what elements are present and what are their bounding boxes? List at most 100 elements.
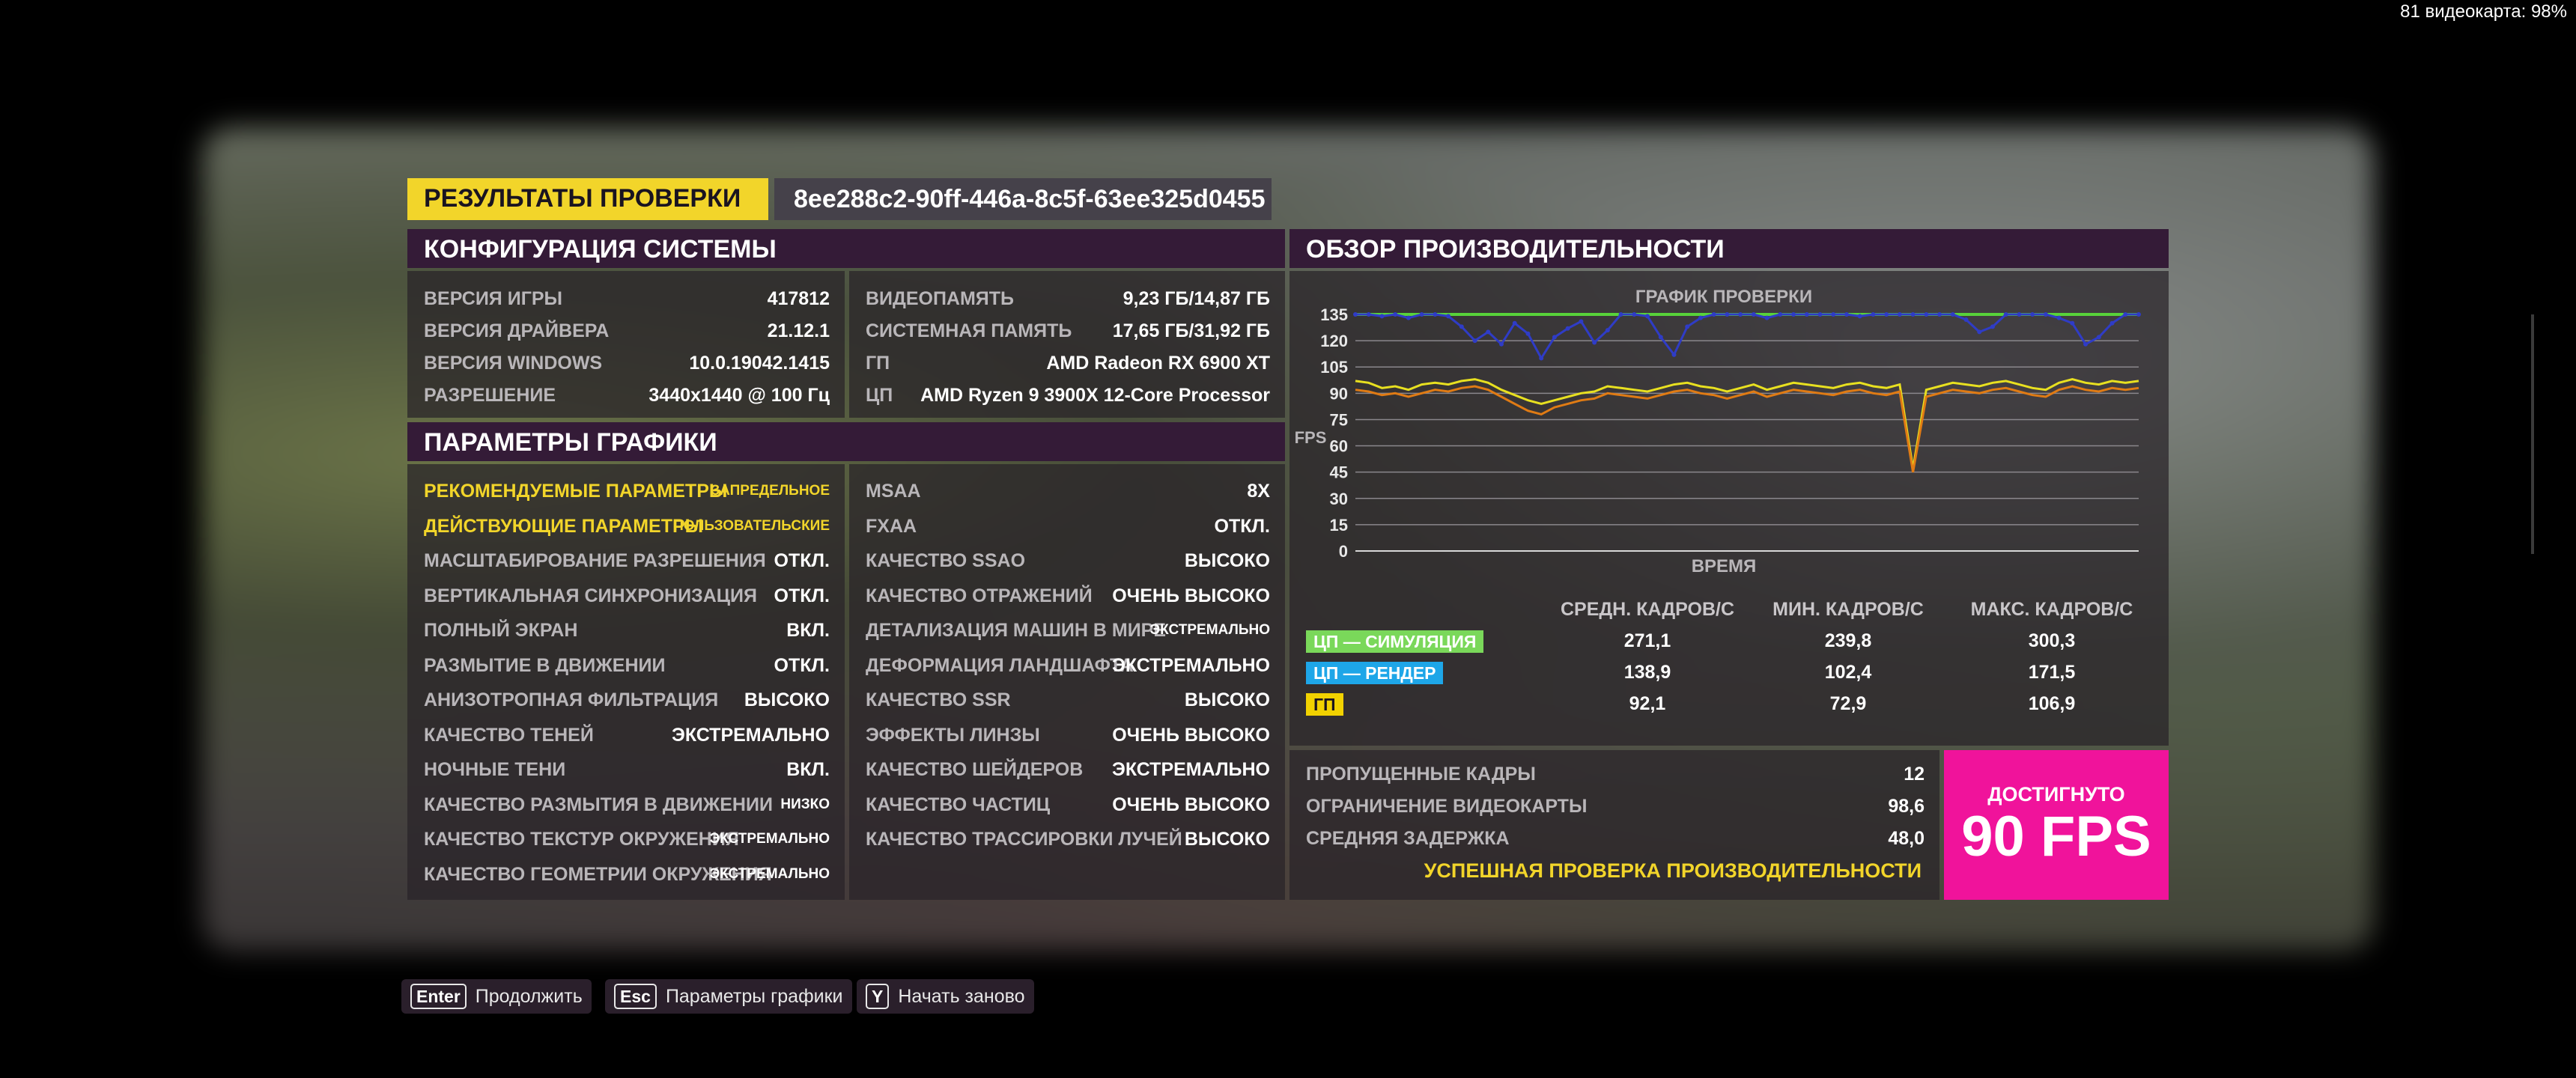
system-label: СИСТЕМНАЯ ПАМЯТЬ <box>866 320 1072 341</box>
chart-point <box>1658 335 1663 340</box>
chart-point <box>1910 312 1916 317</box>
footer-button-label: Продолжить <box>475 985 583 1007</box>
graphics-setting-value: ВКЛ. <box>786 620 830 641</box>
chart-point <box>1950 312 1955 317</box>
system-value: 10.0.19042.1415 <box>689 353 830 374</box>
graphics-left-panel <box>407 464 845 900</box>
graphics-setting-label: КАЧЕСТВО ОТРАЖЕНИЙ <box>866 585 1093 606</box>
chart-ytick-label: 120 <box>1320 332 1348 350</box>
graphics-setting-value: 8X <box>1247 481 1270 502</box>
run-id: 8ee288c2-90ff-446a-8c5f-63ee325d0455 <box>794 185 1266 213</box>
chart-point <box>1817 312 1823 317</box>
graphics-setting-label: МАСШТАБИРОВАНИЕ РАЗРЕШЕНИЯ <box>424 550 766 571</box>
legend-chip: ЦП — РЕНДЕР <box>1306 662 1444 684</box>
chart-point <box>1791 312 1796 317</box>
footer-button-y[interactable]: Y Начать заново <box>857 979 1034 1014</box>
graphics-setting-label: ВЕРТИКАЛЬНАЯ СИНХРОНИЗАЦИЯ <box>424 585 757 606</box>
graphics-setting-value: ОТКЛ. <box>1214 515 1270 537</box>
chart-point <box>1486 329 1491 335</box>
graphics-setting-value: ЭКСТРЕМАЛЬНО <box>709 831 830 847</box>
system-label: РАЗРЕШЕНИЕ <box>424 385 556 406</box>
chart-ytick-label: 90 <box>1330 384 1348 403</box>
stat-value: 98,6 <box>1888 796 1925 817</box>
chart-point <box>1499 341 1504 347</box>
table-cell: 106,9 <box>2028 693 2076 714</box>
graphics-setting-value: ЗАПРЕДЕЛЬНОЕ <box>711 483 830 499</box>
graphics-settings-header: ПАРАМЕТРЫ ГРАФИКИ <box>407 422 1285 461</box>
chart-point <box>1990 324 1995 329</box>
chart-point <box>2070 320 2075 326</box>
footer-button-esc[interactable]: Esc Параметры графики <box>605 979 852 1014</box>
system-config-title: КОНФИГУРАЦИЯ СИСТЕМЫ <box>424 235 777 264</box>
chart-point <box>1552 335 1557 340</box>
system-value: 21.12.1 <box>767 320 830 341</box>
chart-point <box>1579 319 1584 324</box>
graphics-setting-value: ЭКСТРЕМАЛЬНО <box>1149 622 1270 638</box>
graphics-setting-value: ОЧЕНЬ ВЫСОКО <box>1112 724 1270 746</box>
graphics-setting-label: FXAA <box>866 515 917 537</box>
graphics-setting-label: КАЧЕСТВО SSAO <box>866 550 1026 571</box>
achieved-label: ДОСТИГНУТО <box>1987 783 2125 806</box>
scrollbar[interactable] <box>2531 314 2534 554</box>
chart-ytick-label: 45 <box>1330 463 1348 482</box>
chart-point <box>2083 341 2089 347</box>
table-column-header: СРЕДН. КАДРОВ/С <box>1560 599 1735 620</box>
chart-point <box>1897 312 1902 317</box>
graphics-setting-value: ЭКСТРЕМАЛЬНО <box>709 865 830 882</box>
chart-ytick-label: 105 <box>1320 358 1348 377</box>
chart-point <box>1618 312 1623 317</box>
chart-ytick-label: 0 <box>1339 542 1348 561</box>
chart-point <box>1446 314 1451 319</box>
chart-point <box>1831 312 1836 317</box>
graphics-setting-value: ОТКЛ. <box>774 585 830 606</box>
footer-button-enter[interactable]: Enter Продолжить <box>401 979 592 1014</box>
chart-point <box>1764 315 1770 320</box>
graphics-setting-value: ЭКСТРЕМАЛЬНО <box>672 724 830 746</box>
chart-point <box>1884 312 1889 317</box>
chart-point <box>1393 312 1398 317</box>
graphics-setting-label: КАЧЕСТВО SSR <box>866 689 1011 710</box>
system-value: 417812 <box>767 288 830 309</box>
key-hint: Y <box>866 984 890 1009</box>
chart-point <box>1937 312 1942 317</box>
system-config-right-panel <box>849 271 1285 418</box>
system-config-left-panel <box>407 271 845 418</box>
chart-ytick-label: 30 <box>1330 490 1348 508</box>
stat-value: 48,0 <box>1888 828 1925 849</box>
chart-point <box>1592 340 1597 345</box>
chart-point <box>1685 324 1690 329</box>
graphics-setting-value: ВЫСОКО <box>1184 829 1270 850</box>
stat-label: ОГРАНИЧЕНИЕ ВИДЕОКАРТЫ <box>1306 796 1588 817</box>
graphics-setting-label: ДЕТАЛИЗАЦИЯ МАШИН В МИРЕ <box>866 620 1167 641</box>
chart-point <box>1804 312 1809 317</box>
graphics-setting-label: ДЕФОРМАЦИЯ ЛАНДШАФТА <box>866 654 1134 676</box>
chart-ytick-label: 15 <box>1330 516 1348 535</box>
chart-point <box>1698 315 1703 320</box>
chart-point <box>1525 331 1531 336</box>
chart-point <box>2096 335 2101 340</box>
graphics-setting-value: ВЫСОКО <box>744 689 830 710</box>
chart-point <box>1632 312 1637 317</box>
benchmark-chart: ГРАФИК ПРОВЕРКИ FPS ВРЕМЯ 0 15 30 45 60 75 90 1… <box>1295 287 2141 576</box>
chart-point <box>1366 312 1371 317</box>
table-cell: 72,9 <box>1829 693 1867 714</box>
graphics-setting-label: КАЧЕСТВО РАЗМЫТИЯ В ДВИЖЕНИИ <box>424 794 773 815</box>
chart-point <box>1924 312 1929 317</box>
stat-value: 12 <box>1904 764 1925 785</box>
chart-title: ГРАФИК ПРОВЕРКИ <box>1635 287 1812 307</box>
graphics-setting-label: ЭФФЕКТЫ ЛИНЗЫ <box>866 724 1040 746</box>
results-title: РЕЗУЛЬТАТЫ ПРОВЕРКИ <box>424 184 741 213</box>
chart-ytick-label: 135 <box>1320 305 1348 324</box>
chart-point <box>2030 312 2035 317</box>
system-value: AMD Ryzen 9 3900X 12-Core Processor <box>920 385 1270 406</box>
graphics-setting-value: ВКЛ. <box>786 759 830 780</box>
performance-header: ОБЗОР ПРОИЗВОДИТЕЛЬНОСТИ <box>1289 229 2169 268</box>
table-cell: 138,9 <box>1623 662 1671 683</box>
graphics-settings-title: ПАРАМЕТРЫ ГРАФИКИ <box>424 428 717 457</box>
chart-point <box>1605 328 1610 333</box>
system-value: AMD Radeon RX 6900 XT <box>1046 353 1270 374</box>
table-column-header: МАКС. КАДРОВ/С <box>1970 599 2133 620</box>
table-cell: 239,8 <box>1824 630 1872 651</box>
graphics-setting-value: ВЫСОКО <box>1184 550 1270 571</box>
graphics-setting-label: КАЧЕСТВО ГЕОМЕТРИИ ОКРУЖЕНИЯ <box>424 863 772 885</box>
